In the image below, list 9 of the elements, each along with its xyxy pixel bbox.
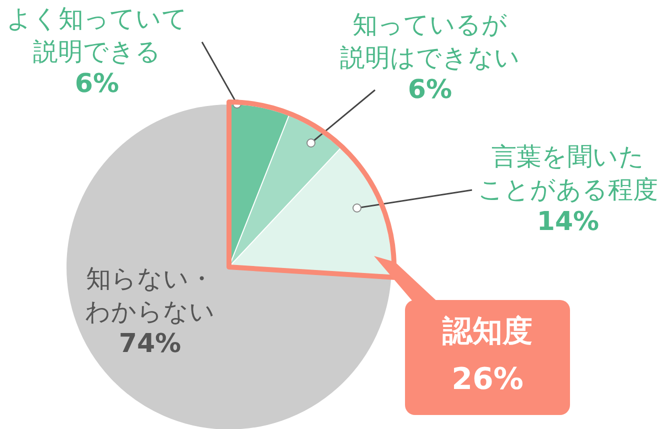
slice-label: 知らない・わからない <box>85 264 215 326</box>
data-label: 14% <box>536 206 600 239</box>
text: 認知度 26% <box>405 300 570 415</box>
data-label: 74% <box>118 328 182 361</box>
slice-label: 言葉を聞いたことがある程度 <box>478 142 658 204</box>
data-label: 6% <box>406 74 454 107</box>
data-label: 6% <box>74 68 120 101</box>
slice-label: よく知っていて説明できる <box>6 4 188 66</box>
slice-label: 知っているが説明はできない <box>340 10 520 72</box>
